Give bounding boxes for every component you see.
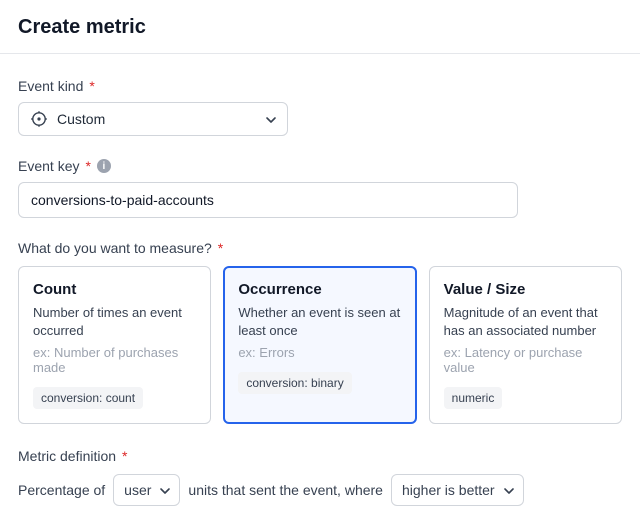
event-key-label: Event key * i: [18, 158, 622, 174]
option-desc: Number of times an event occurred: [33, 304, 196, 339]
definition-prefix: Percentage of: [18, 482, 105, 498]
direction-select[interactable]: higher is better: [391, 474, 524, 506]
measure-label-text: What do you want to measure?: [18, 240, 212, 256]
required-indicator: *: [85, 158, 90, 174]
option-title: Value / Size: [444, 281, 607, 298]
option-tag: numeric: [444, 387, 503, 409]
divider: [0, 53, 640, 54]
metric-definition-label: Metric definition *: [18, 448, 622, 464]
unit-value: user: [124, 482, 151, 498]
option-title: Occurrence: [238, 281, 401, 298]
metric-definition-line: Percentage of user units that sent the e…: [18, 474, 622, 506]
page-title: Create metric: [18, 16, 622, 39]
measure-option-occurrence[interactable]: Occurrence Whether an event is seen at l…: [223, 266, 416, 424]
measure-option-value-size[interactable]: Value / Size Magnitude of an event that …: [429, 266, 622, 424]
option-example: ex: Errors: [238, 345, 401, 360]
measure-option-count[interactable]: Count Number of times an event occurred …: [18, 266, 211, 424]
option-title: Count: [33, 281, 196, 298]
option-example: ex: Number of purchases made: [33, 345, 196, 375]
required-indicator: *: [89, 78, 94, 94]
required-indicator: *: [218, 240, 223, 256]
chevron-down-icon: [159, 485, 169, 495]
custom-icon: [31, 111, 47, 127]
unit-select[interactable]: user: [113, 474, 180, 506]
info-icon[interactable]: i: [97, 159, 111, 173]
direction-value: higher is better: [402, 482, 495, 498]
option-example: ex: Latency or purchase value: [444, 345, 607, 375]
event-kind-label-text: Event kind: [18, 78, 83, 94]
option-desc: Magnitude of an event that has an associ…: [444, 304, 607, 339]
option-desc: Whether an event is seen at least once: [238, 304, 401, 339]
event-key-label-text: Event key: [18, 158, 79, 174]
chevron-down-icon: [503, 485, 513, 495]
chevron-down-icon: [265, 114, 275, 124]
measure-label: What do you want to measure? *: [18, 240, 622, 256]
event-key-input[interactable]: [18, 182, 518, 218]
required-indicator: *: [122, 448, 127, 464]
event-kind-select[interactable]: Custom: [18, 102, 288, 136]
option-tag: conversion: count: [33, 387, 143, 409]
event-kind-value: Custom: [57, 111, 105, 127]
option-tag: conversion: binary: [238, 372, 351, 394]
measure-options: Count Number of times an event occurred …: [18, 266, 622, 424]
event-kind-label: Event kind *: [18, 78, 622, 94]
metric-definition-label-text: Metric definition: [18, 448, 116, 464]
definition-middle: units that sent the event, where: [188, 482, 383, 498]
